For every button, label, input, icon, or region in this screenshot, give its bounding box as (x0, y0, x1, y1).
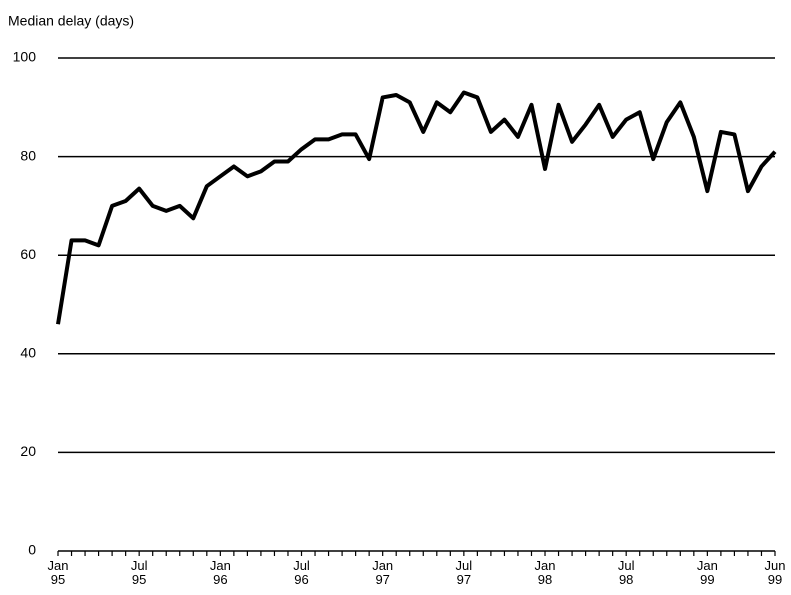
y-tick-label: 20 (20, 443, 36, 459)
y-tick-label: 40 (20, 345, 36, 361)
x-tick-label: Jan 96 (209, 558, 231, 587)
y-tick-label: 60 (20, 246, 36, 262)
y-axis-label: Median delay (days) (8, 13, 134, 29)
y-tick-label: 80 (20, 147, 36, 163)
x-tick-label: Jul 98 (617, 558, 635, 587)
y-tick-label: 100 (13, 49, 37, 65)
x-tick-label: Jan 98 (534, 558, 556, 587)
x-tick-label: Jun 99 (764, 558, 786, 587)
y-tick-label: 0 (28, 542, 36, 558)
x-tick-label: Jul 96 (293, 558, 310, 587)
x-tick-label: Jan 97 (372, 558, 394, 587)
x-tick-label: Jan 99 (696, 558, 718, 587)
x-tick-label: Jul 95 (130, 558, 148, 587)
x-tick-label: Jul 97 (455, 558, 473, 587)
x-tick-label: Jan 95 (47, 558, 69, 587)
data-line (56, 90, 777, 325)
